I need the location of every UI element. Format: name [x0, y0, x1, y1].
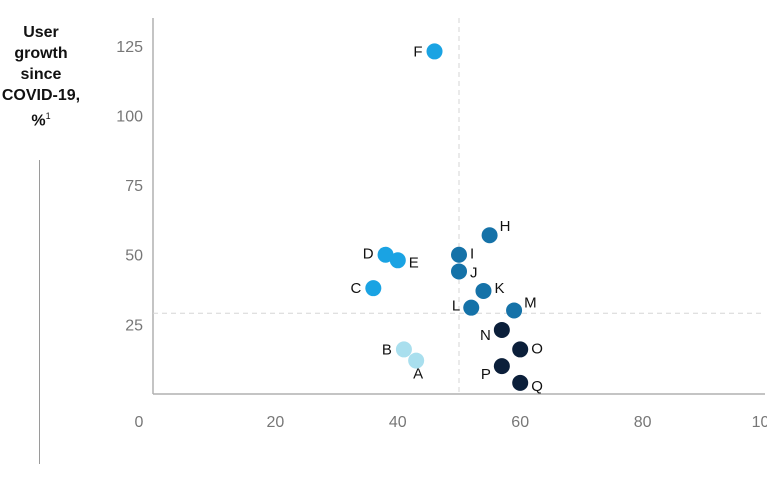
- data-point-f: [426, 43, 443, 60]
- y-tick-label: 75: [125, 178, 143, 195]
- data-point-label-k: K: [494, 280, 504, 297]
- data-point-label-d: D: [363, 246, 374, 263]
- data-point-label-n: N: [480, 327, 491, 344]
- y-tick-label: 100: [116, 108, 143, 125]
- data-point-d: [377, 246, 394, 263]
- data-point-label-c: C: [350, 280, 361, 297]
- x-tick-label: 40: [389, 414, 407, 431]
- y-axis-title-line-4: COVID-19,: [1, 87, 81, 104]
- data-point-label-i: I: [470, 246, 474, 263]
- x-tick-label: 100: [752, 414, 767, 431]
- data-point-label-f: F: [413, 43, 422, 60]
- data-point-c: [365, 280, 382, 297]
- y-axis-title-line-5: %1: [0, 106, 82, 131]
- data-point-k: [475, 282, 492, 299]
- data-point-n: [493, 321, 510, 338]
- data-point-b: [395, 341, 412, 358]
- y-axis-title-line-2: growth: [14, 45, 68, 62]
- x-tick-label: 0: [135, 414, 144, 431]
- y-axis-title-line-1: User: [23, 24, 59, 41]
- data-point-label-a: A: [413, 366, 423, 383]
- data-point-p: [493, 358, 510, 375]
- data-point-label-j: J: [470, 264, 478, 281]
- data-point-label-l: L: [452, 298, 460, 315]
- data-point-i: [451, 246, 467, 263]
- data-point-h: [481, 227, 498, 244]
- y-tick-label: 25: [125, 317, 143, 334]
- data-point-label-b: B: [382, 341, 392, 358]
- data-point-o: [512, 341, 529, 358]
- data-point-q: [512, 374, 529, 391]
- x-tick-label: 20: [267, 414, 285, 431]
- data-point-e: [389, 252, 406, 269]
- data-point-label-o: O: [531, 340, 543, 357]
- data-point-label-m: M: [524, 294, 537, 311]
- y-tick-label: 125: [116, 39, 143, 56]
- data-point-m: [506, 302, 523, 319]
- data-point-a: [408, 352, 425, 369]
- data-point-label-p: P: [481, 366, 491, 383]
- x-tick-label: 60: [511, 414, 529, 431]
- data-point-label-h: H: [500, 218, 511, 235]
- side-divider: [39, 160, 40, 464]
- data-point-label-e: E: [409, 254, 419, 271]
- y-axis-title-line-3: since: [20, 66, 62, 83]
- data-point-label-q: Q: [531, 378, 543, 395]
- x-tick-label: 80: [634, 414, 652, 431]
- y-axis-title: User growth since COVID-19, %1: [0, 22, 82, 131]
- y-tick-label: 50: [125, 248, 143, 265]
- y-axis-title-footnote: 1: [45, 111, 51, 121]
- y-axis-title-unit: %: [31, 112, 46, 130]
- data-point-j: [451, 263, 467, 280]
- data-point-l: [463, 299, 480, 316]
